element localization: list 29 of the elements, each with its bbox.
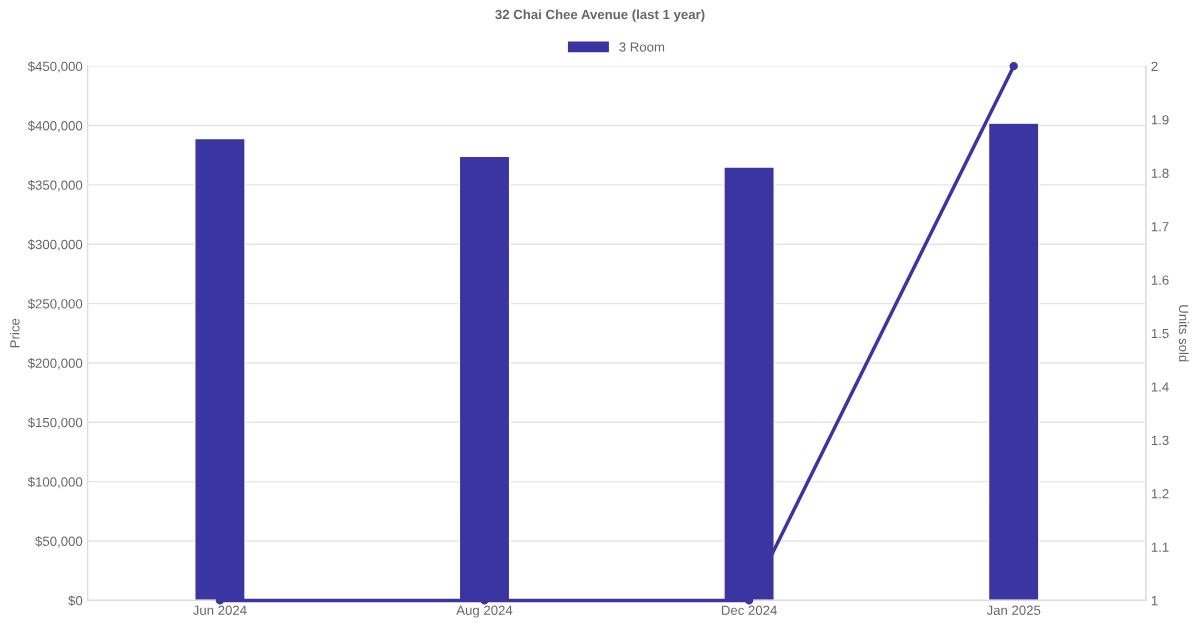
y-tick-label: $350,000 (27, 179, 83, 192)
y2-tick-label: 1.9 (1151, 115, 1169, 125)
x-tick-label: Aug 2024 (456, 605, 513, 618)
y-tick-label: $250,000 (27, 298, 83, 311)
y2-tick-label: 1.1 (1151, 542, 1169, 552)
y2-tick-label: 1.2 (1151, 489, 1169, 499)
y-tick-label: $450,000 (27, 61, 83, 73)
y2-tick-label: 1.8 (1151, 168, 1169, 178)
y-tick-label: $50,000 (35, 536, 83, 548)
x-tick-label: Jan 2025 (986, 605, 1041, 615)
y-tick-label: $300,000 (27, 239, 83, 251)
y-axis-title: Price (9, 318, 20, 348)
y2-tick-label: 1.4 (1151, 382, 1169, 392)
y-tick-label: $150,000 (27, 417, 83, 429)
y2-tick-label: 2 (1151, 61, 1158, 71)
x-tick-label: Jun 2024 (192, 605, 247, 615)
y2-tick-label: 1 (1151, 596, 1158, 606)
y2-tick-label: 1.5 (1151, 328, 1169, 339)
legend-label: 3 Room (619, 42, 665, 52)
x-tick-label: Dec 2024 (721, 605, 777, 615)
y2-axis-title: Units sold (1178, 305, 1189, 362)
y-tick-label: $100,000 (27, 476, 83, 489)
chart-title: 32 Chai Chee Avenue (last 1 year) (495, 9, 705, 22)
y2-tick-label: 1.6 (1151, 275, 1169, 285)
y-tick-label: $400,000 (27, 120, 83, 132)
y-tick-label: $200,000 (27, 357, 83, 370)
y2-tick-label: 1.3 (1151, 435, 1169, 446)
y2-tick-label: 1.7 (1151, 222, 1169, 232)
y-tick-label: $0 (68, 595, 83, 607)
